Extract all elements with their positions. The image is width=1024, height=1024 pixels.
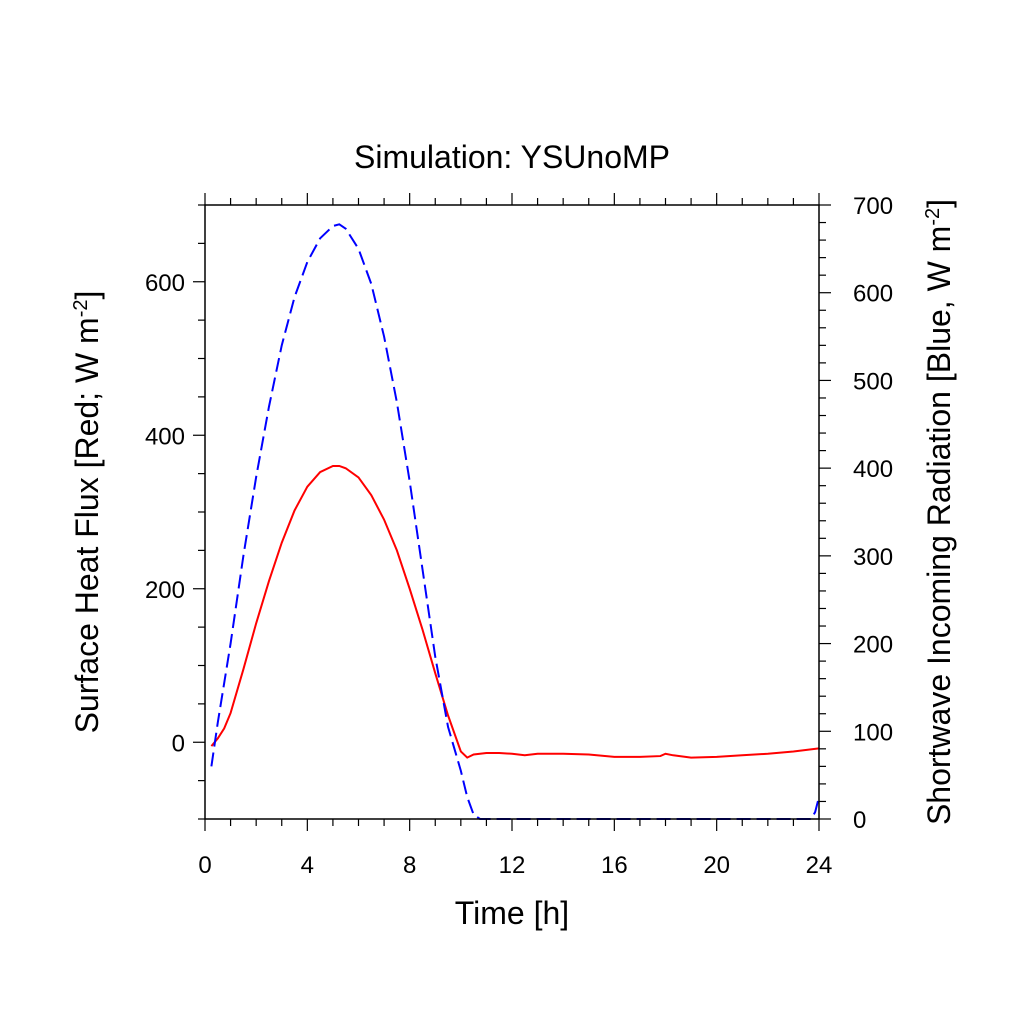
- tick-labels: 0 4 8 12 16 20 24 0 200 400 600 0 100 200 300 400 500 600…: [145, 193, 893, 879]
- x-tick-label: 20: [703, 852, 730, 879]
- plot-frame: [204, 204, 820, 820]
- y-right-tick-label: 300: [853, 544, 893, 571]
- x-tick-label: 24: [806, 852, 833, 879]
- x-tick-label: 16: [601, 852, 628, 879]
- y-right-tick-label: 500: [853, 368, 893, 395]
- x-tick-label: 4: [301, 852, 314, 879]
- x-tick-label: 0: [198, 852, 211, 879]
- plot-series: [210, 223, 820, 820]
- y-left-tick-label: 200: [145, 577, 185, 604]
- series-line-shortwave-blue: [210, 223, 820, 820]
- y-right-tick-label: 0: [853, 807, 866, 834]
- y-right-tick-label: 600: [853, 281, 893, 308]
- x-tick-label: 12: [499, 852, 526, 879]
- x-tick-label: 8: [403, 852, 416, 879]
- y-right-tick-label: 200: [853, 632, 893, 659]
- x-axis-label: Time [h]: [455, 895, 569, 931]
- ticks: [193, 193, 831, 831]
- y-left-tick-label: 600: [145, 270, 185, 297]
- series-line-heat-flux-red: [210, 464, 820, 759]
- chart-title: Simulation: YSUnoMP: [354, 139, 670, 175]
- y-right-tick-label: 700: [853, 193, 893, 220]
- y-left-tick-label: 0: [172, 730, 185, 757]
- y-right-tick-label: 400: [853, 456, 893, 483]
- y-axis-label-right: Shortwave Incoming Radiation [Blue, W m-…: [921, 199, 957, 825]
- y-axis-label-left: Surface Heat Flux [Red; W m-2]: [69, 291, 105, 734]
- y-right-tick-label: 100: [853, 719, 893, 746]
- y-left-tick-label: 400: [145, 423, 185, 450]
